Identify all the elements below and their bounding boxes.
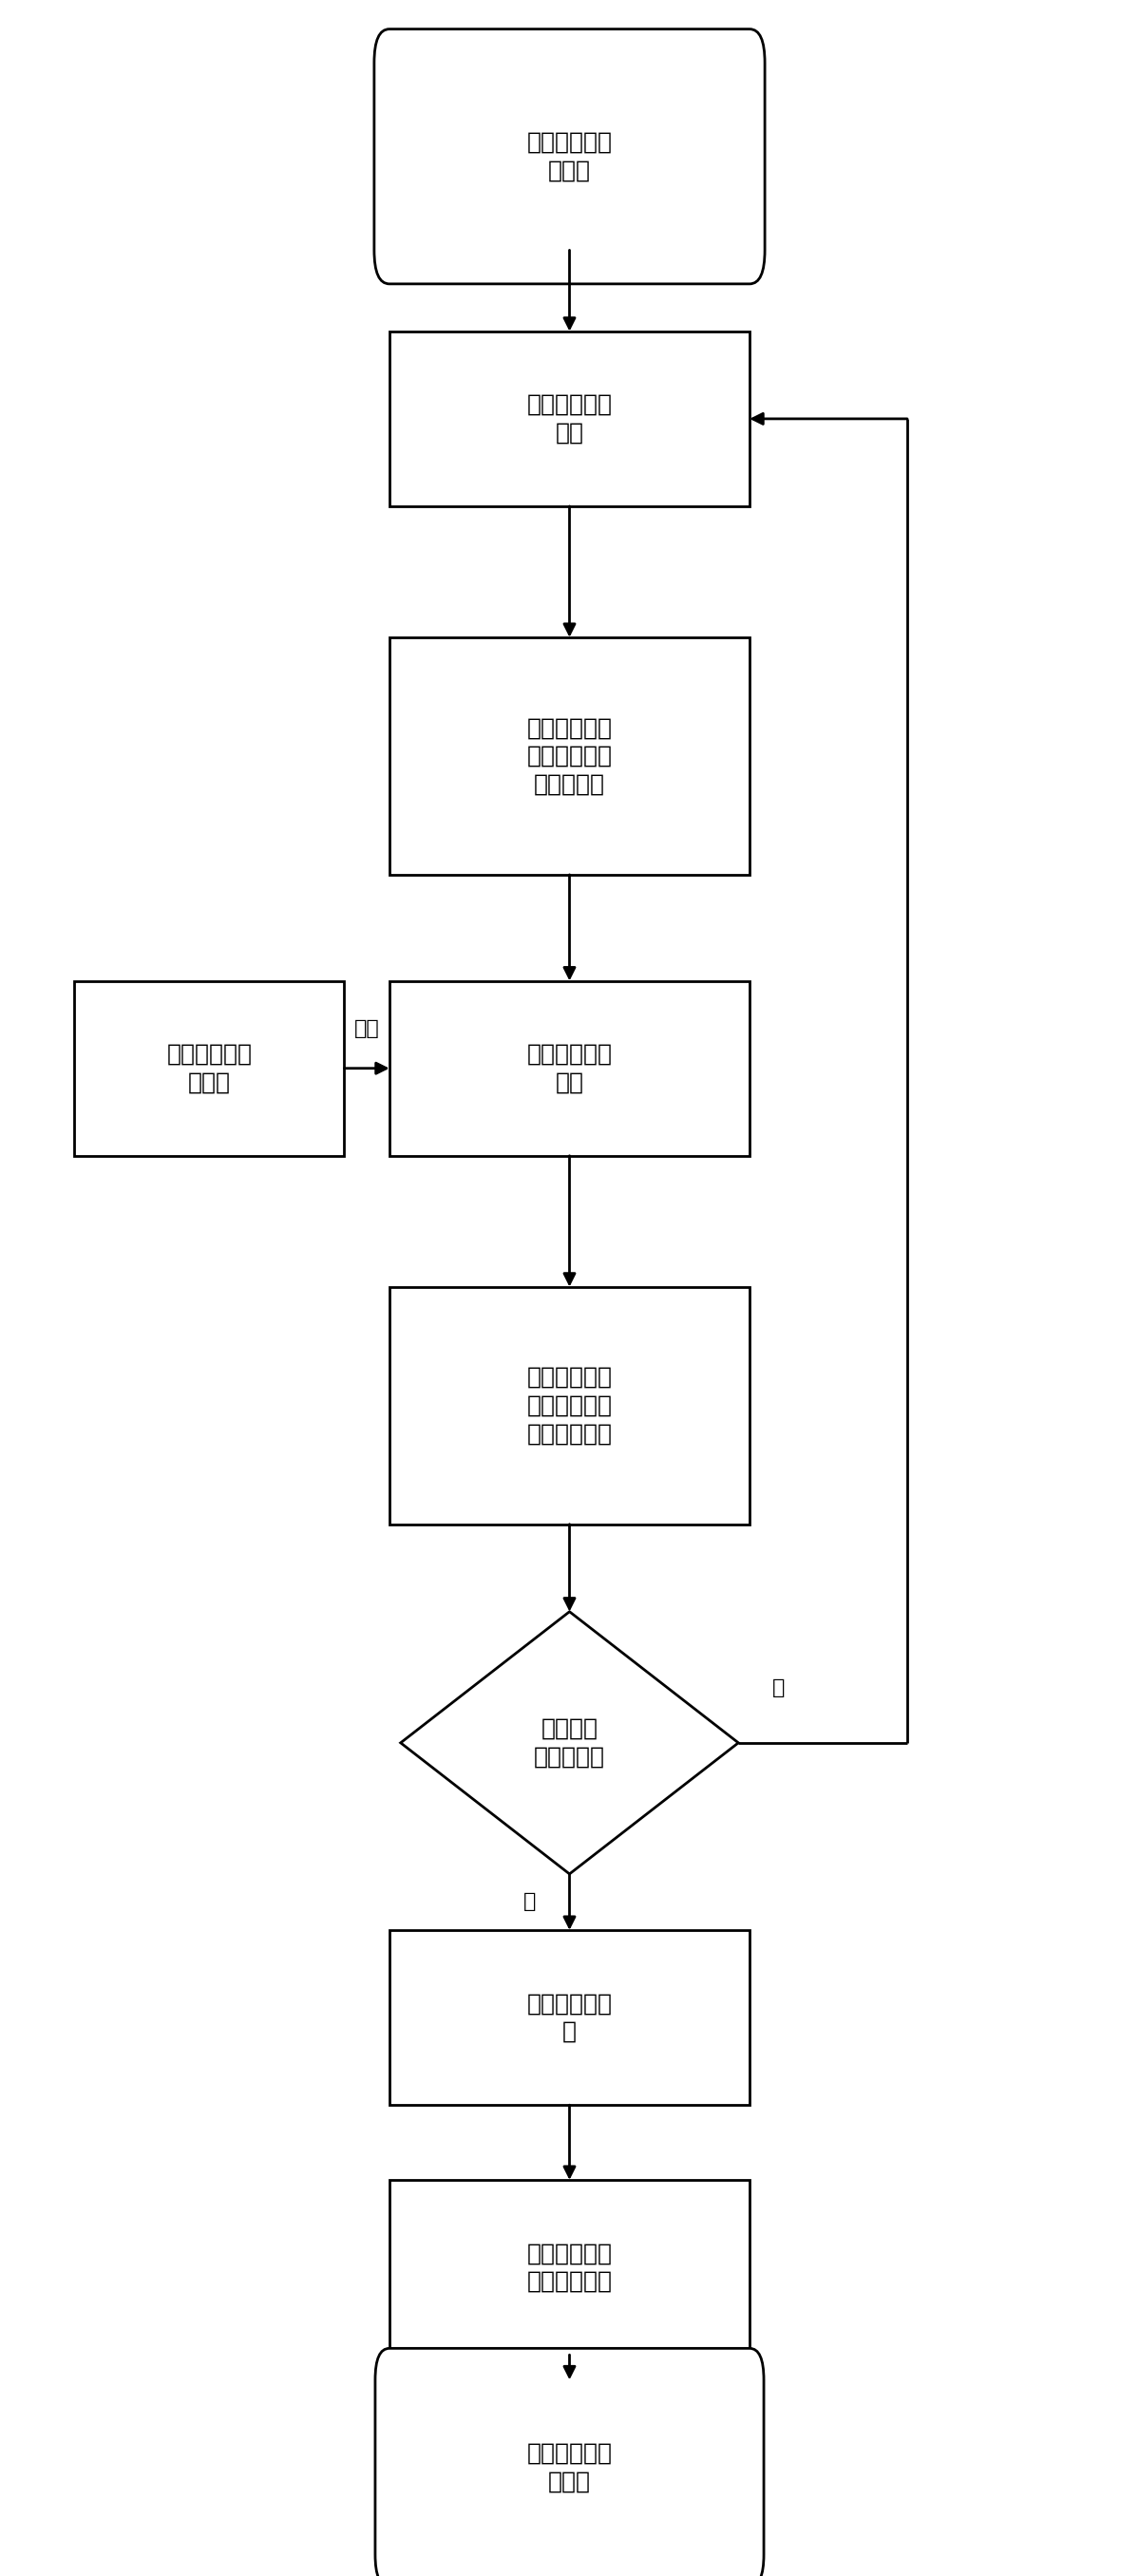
Text: 模型输出与实
际空速管输出
数据残差检测: 模型输出与实 际空速管输出 数据残差检测 [526, 1365, 613, 1445]
Bar [74, 981, 344, 1157]
Text: 训练: 训练 [354, 1020, 379, 1038]
Text: 确定典型故障
模式: 确定典型故障 模式 [526, 394, 613, 443]
Text: 相关传感器数
据作为神经网
络输入数据: 相关传感器数 据作为神经网 络输入数据 [526, 716, 613, 796]
Bar [390, 981, 749, 1157]
Bar [390, 1929, 749, 2105]
FancyBboxPatch shape [375, 28, 764, 283]
Text: 建立神经网络
模型: 建立神经网络 模型 [526, 1043, 613, 1095]
Text: 一元回归进行
故障模式识别: 一元回归进行 故障模式识别 [526, 2241, 613, 2293]
Text: 空速管出现故
障: 空速管出现故 障 [526, 1991, 613, 2043]
Bar [390, 1288, 749, 1525]
Bar [390, 636, 749, 876]
Polygon shape [401, 1613, 738, 1873]
Text: 空速管故障诊
断完成: 空速管故障诊 断完成 [526, 2442, 613, 2494]
Text: 是: 是 [523, 1893, 535, 1911]
Text: 否: 否 [772, 1680, 785, 1698]
Bar [390, 332, 749, 507]
Text: 采集空速管历
史数据: 采集空速管历 史数据 [166, 1043, 252, 1095]
Text: 空速管故障检
测开始: 空速管故障检 测开始 [526, 131, 613, 183]
Text: 残差是否
超过阈值？: 残差是否 超过阈值？ [534, 1718, 605, 1767]
FancyBboxPatch shape [375, 2349, 764, 2576]
Bar [390, 2179, 749, 2354]
